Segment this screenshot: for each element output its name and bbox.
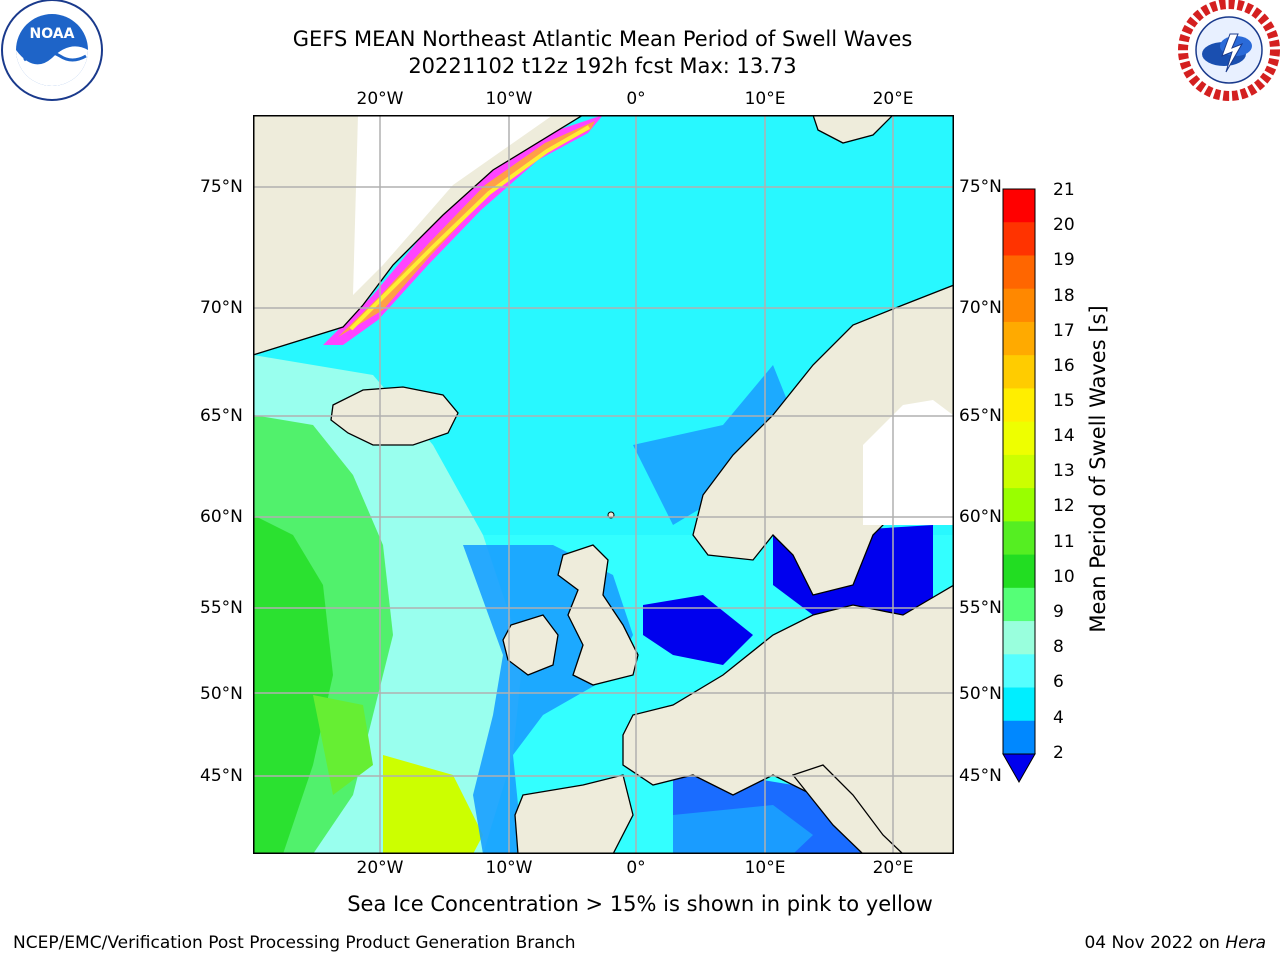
colorbar-segment	[1003, 321, 1035, 356]
lon-tick-bottom: 20°E	[872, 858, 914, 878]
colorbar-tick: 8	[1053, 637, 1064, 657]
colorbar-tick: 21	[1053, 180, 1075, 200]
footer-host: Hera	[1225, 933, 1266, 953]
colorbar-segment	[1003, 454, 1035, 489]
map-panel	[253, 115, 954, 854]
colorbar-tick: 17	[1053, 321, 1075, 341]
colorbar-tick: 4	[1053, 708, 1064, 728]
colorbar-segment	[1003, 421, 1035, 456]
colorbar-segment	[1003, 654, 1035, 689]
colorbar-tick: 14	[1053, 426, 1075, 446]
footer-credit: NCEP/EMC/Verification Post Processing Pr…	[13, 933, 576, 953]
lat-tick-left: 70°N	[200, 298, 243, 318]
greenland-ice-sheet	[353, 115, 553, 295]
lat-tick-right: 70°N	[959, 298, 1002, 318]
footer-date-text: 04 Nov 2022 on	[1084, 933, 1226, 953]
colorbar-frame	[1002, 188, 1036, 755]
colorbar-label: Mean Period of Swell Waves [s]	[1086, 305, 1110, 633]
footer-date: 04 Nov 2022 on Hera	[1084, 933, 1266, 953]
lon-tick-top: 10°W	[485, 89, 533, 109]
colorbar-tick: 12	[1053, 496, 1075, 516]
lat-tick-left: 60°N	[200, 507, 243, 527]
lon-tick-bottom: 0°	[626, 858, 646, 878]
graticule	[253, 115, 954, 854]
colorbar-tick: 9	[1053, 602, 1064, 622]
lat-tick-right: 65°N	[959, 406, 1002, 426]
colorbar-tick: 10	[1053, 567, 1075, 587]
lon-tick-top: 0°	[626, 89, 646, 109]
colorbar-segment	[1003, 255, 1035, 290]
swell-yellow-green-area	[383, 755, 483, 854]
colorbar-extend-triangle	[1002, 753, 1036, 784]
lat-tick-right: 55°N	[959, 598, 1002, 618]
noaa-logo-text: NOAA	[30, 26, 75, 42]
colorbar	[1002, 188, 1036, 784]
lon-tick-top: 20°W	[356, 89, 404, 109]
colorbar-segment	[1003, 621, 1035, 655]
colorbar-segment	[1003, 288, 1035, 323]
lat-tick-right: 45°N	[959, 766, 1002, 786]
colorbar-tick: 15	[1053, 391, 1075, 411]
colorbar-segment	[1003, 222, 1035, 256]
colorbar-segment	[1003, 189, 1035, 223]
lon-tick-bottom: 10°W	[485, 858, 533, 878]
swell-deep-blue-north-sea	[643, 595, 753, 665]
sea-ice-caption: Sea Ice Concentration > 15% is shown in …	[347, 892, 933, 916]
colorbar-tick: 13	[1053, 461, 1075, 481]
colorbar-tick: 19	[1053, 250, 1075, 270]
great-britain-land	[557, 544, 639, 686]
lat-tick-left: 50°N	[200, 684, 243, 704]
lon-tick-bottom: 20°W	[356, 858, 404, 878]
svalbard-land	[812, 115, 894, 144]
colorbar-tick: 20	[1053, 215, 1075, 235]
noaa-logo: NOAA	[0, 0, 104, 104]
colorbar-tick: 11	[1053, 532, 1075, 552]
iberia-land	[514, 774, 634, 854]
continental-europe-land	[622, 584, 954, 854]
colorbar-segment	[1003, 355, 1035, 389]
colorbar-tick: 16	[1053, 356, 1075, 376]
ireland-land	[502, 614, 559, 676]
colorbar-segment	[1003, 554, 1035, 589]
map-frame	[253, 115, 954, 854]
greenland-land	[253, 115, 585, 356]
lon-tick-bottom: 10°E	[744, 858, 786, 878]
lat-tick-left: 45°N	[200, 766, 243, 786]
colorbar-segment	[1003, 687, 1035, 722]
colorbar-segment	[1003, 488, 1035, 522]
lat-tick-left: 75°N	[200, 177, 243, 197]
map-title: GEFS MEAN Northeast Atlantic Mean Period…	[292, 27, 913, 51]
colorbar-segment	[1003, 587, 1035, 622]
gulf-of-bothnia	[863, 400, 954, 525]
nws-logo	[1178, 0, 1280, 104]
lat-tick-right: 75°N	[959, 177, 1002, 197]
colorbar-tick: 6	[1053, 672, 1064, 692]
map-subtitle: 20221102 t12z 192h fcst Max: 13.73	[408, 54, 797, 78]
sea-ice-yellow	[349, 125, 590, 331]
colorbar-segment	[1003, 388, 1035, 423]
lat-tick-left: 55°N	[200, 598, 243, 618]
lon-tick-top: 20°E	[872, 89, 914, 109]
lat-tick-right: 60°N	[959, 507, 1002, 527]
colorbar-segment	[1003, 521, 1035, 556]
lat-tick-left: 65°N	[200, 406, 243, 426]
colorbar-tick: 18	[1053, 286, 1075, 306]
lon-tick-top: 10°E	[744, 89, 786, 109]
colorbar-tick: 2	[1053, 743, 1064, 763]
lat-tick-right: 50°N	[959, 684, 1002, 704]
colorbar-segment	[1003, 720, 1035, 755]
